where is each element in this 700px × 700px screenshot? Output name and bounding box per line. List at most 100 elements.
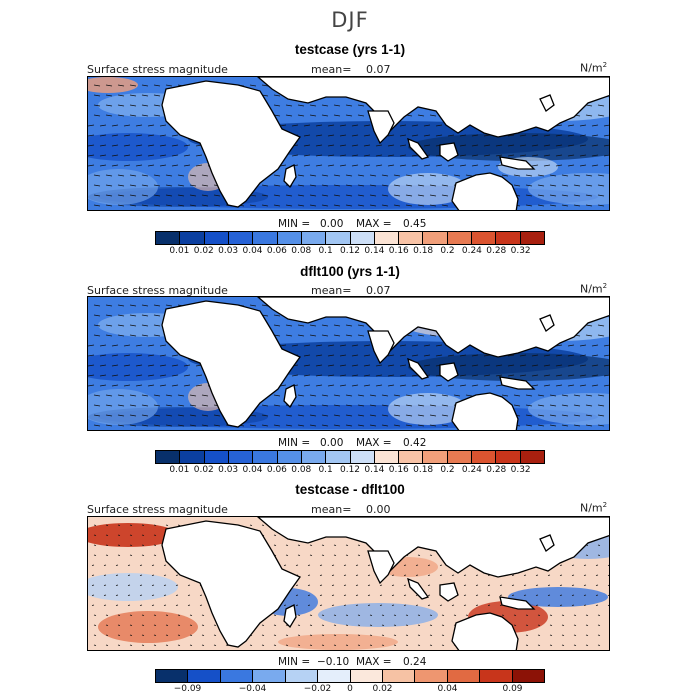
wind-vector [555, 154, 563, 157]
wind-vector [177, 414, 185, 417]
wind-vector [93, 404, 101, 407]
wind-vector [345, 104, 353, 107]
wind-vector [579, 134, 587, 137]
wind-vector [573, 414, 581, 417]
wind-vector [141, 174, 149, 177]
colorbar-swatch [228, 451, 254, 463]
wind-vector [105, 634, 109, 636]
wind-vector [597, 104, 605, 107]
field-blob [88, 573, 178, 601]
wind-vector [351, 144, 359, 147]
island-new-guinea [499, 156, 536, 170]
wind-vector [273, 314, 281, 317]
wind-vector [273, 544, 277, 546]
wind-vector [93, 534, 97, 536]
wind-vector [285, 104, 293, 107]
wind-vector [357, 424, 365, 427]
wind-vector [327, 154, 335, 157]
wind-vector [93, 174, 101, 177]
wind-vector [297, 614, 301, 616]
colorbar-swatch [156, 232, 181, 244]
wind-vector [483, 144, 491, 147]
wind-vector [339, 344, 347, 347]
wind-vector [357, 404, 365, 407]
island-new-guinea [499, 376, 536, 390]
wind-vector [357, 634, 361, 636]
wind-vector [487, 594, 491, 596]
island-madagascar [283, 384, 297, 409]
wind-vector [177, 644, 181, 646]
wind-vector [93, 614, 97, 616]
wind-vector [159, 124, 167, 127]
wind-vector [93, 114, 101, 117]
wind-vector [321, 644, 325, 646]
wind-vector [441, 174, 449, 177]
wind-vector [111, 354, 119, 357]
wind-vector [423, 124, 431, 127]
wind-vector [165, 644, 169, 646]
wind-vector [183, 154, 191, 157]
wind-vector [357, 614, 361, 616]
wind-vector [295, 564, 299, 566]
wind-vector [367, 564, 371, 566]
wind-vector [309, 404, 317, 407]
field-blob [88, 523, 178, 547]
colorbar-swatch [399, 451, 424, 463]
wind-vector [315, 124, 323, 127]
wind-vector [333, 334, 341, 337]
wind-vector [213, 194, 221, 197]
wind-vector [111, 154, 119, 157]
wind-vector [135, 364, 143, 367]
wind-vector [153, 324, 161, 327]
wind-vector [555, 124, 563, 127]
wind-vector [327, 344, 335, 347]
wind-vector [427, 564, 431, 566]
wind-vector [309, 614, 313, 616]
wind-vector [189, 624, 193, 626]
panel-1-mean-value: 0.07 [366, 63, 391, 76]
wind-vector [465, 394, 473, 397]
colorbar-swatch [447, 670, 481, 682]
wind-vector [321, 424, 329, 427]
colorbar-swatch [447, 451, 473, 463]
map-canvas [88, 517, 609, 650]
wind-vector [583, 574, 587, 576]
wind-vector [91, 604, 95, 606]
colorbar-tick-label: −0.02 [303, 684, 332, 694]
wind-vector [375, 374, 383, 377]
wind-vector [603, 164, 609, 167]
wind-vector [585, 174, 593, 177]
wind-vector [525, 624, 529, 626]
wind-vector [297, 394, 305, 397]
wind-vector [129, 424, 137, 427]
colorbar-tick-label: 0.02 [193, 246, 214, 256]
wind-vector [117, 554, 121, 556]
wind-vector [165, 194, 173, 197]
field-blob [508, 587, 608, 607]
panel-2-units: N/m2 [580, 282, 608, 296]
wind-vector [543, 164, 551, 167]
colorbar-swatch [415, 670, 448, 682]
wind-vector [273, 194, 281, 197]
wind-vector [115, 574, 119, 576]
wind-vector [603, 154, 609, 157]
wind-vector [543, 374, 551, 377]
wind-vector [555, 384, 563, 387]
wind-vector [129, 94, 137, 97]
colorbar-swatch [374, 451, 400, 463]
wind-vector [273, 624, 277, 626]
wind-vector [537, 424, 545, 427]
map-canvas [88, 77, 609, 210]
wind-vector [535, 574, 539, 576]
colorbar-tick-label: 0.2 [440, 246, 455, 256]
wind-vector [129, 204, 137, 207]
panel-2-variable-label: Surface stress magnitude [87, 284, 228, 297]
colorbar-swatch [277, 451, 302, 463]
wind-vector [285, 204, 293, 207]
wind-vector [507, 134, 515, 137]
wind-vector [321, 174, 329, 177]
wind-vector [339, 354, 347, 357]
wind-vector [105, 624, 109, 626]
wind-vector [595, 594, 599, 596]
colorbar-tick-label: 0 [347, 684, 353, 694]
